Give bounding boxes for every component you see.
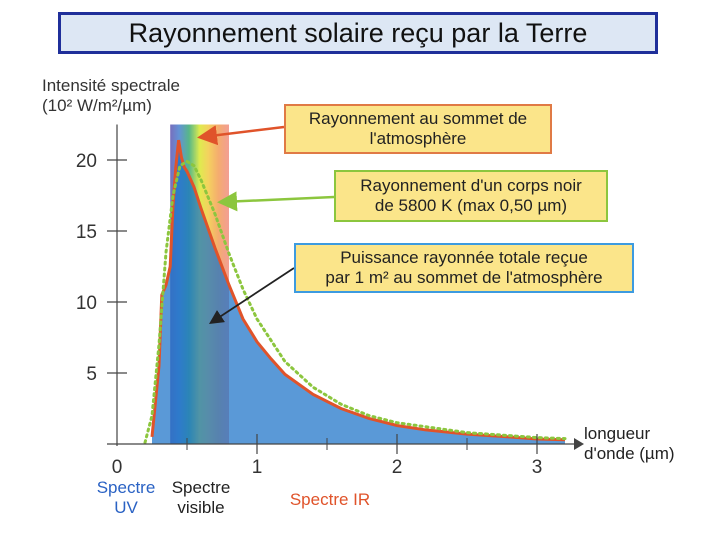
region-visible-line2: visible [177,498,225,517]
region-uv-line2: UV [114,498,138,517]
region-uv: Spectre UV [88,478,164,518]
x-axis-arrowhead [574,438,584,450]
total-arrow [208,267,295,324]
annotation-total-line1: Puissance rayonnée totale reçue [340,248,588,267]
region-ir-line1: Spectre IR [289,490,371,509]
region-uv-line1: Spectre [96,478,156,497]
annotation-total: Puissance rayonnée totale reçue par 1 m²… [294,243,634,293]
x-axis-label-line2: d'onde (µm) [584,444,675,463]
y-tick-label-5: 5 [86,364,97,385]
y-axis-label: Intensité spectrale (10² W/m²/µm) [42,76,180,116]
blackbody-arrow [217,191,335,212]
annotation-blackbody: Rayonnement d'un corps noir de 5800 K (m… [334,170,608,222]
region-visible-line1: Spectre [171,478,231,497]
annotation-toa-line1: Rayonnement au sommet de [308,109,528,128]
page-title: Rayonnement solaire reçu par la Terre [128,17,588,48]
x-axis-label-line1: longueur [584,424,651,443]
x-tick-label-3: 3 [532,457,543,478]
x-tick-label-0: 0 [112,457,123,478]
y-axis-label-line1: Intensité spectrale [42,76,180,95]
y-tick-label-15: 15 [76,222,97,243]
series-toa-area [152,140,565,444]
region-visible: Spectre visible [160,478,242,518]
x-axis-label: longueur d'onde (µm) [584,424,675,464]
y-axis-label-line2: (10² W/m²/µm) [42,96,152,115]
series-blackbody-line [143,159,567,445]
x-tick-label-2: 2 [392,457,403,478]
toa-arrow [197,125,285,146]
annotation-toa: Rayonnement au sommet de l'atmosphère [284,104,552,154]
annotation-toa-line2: l'atmosphère [369,129,467,148]
annotation-total-line2: par 1 m² au sommet de l'atmosphère [325,268,603,287]
x-tick-label-1: 1 [252,457,263,478]
y-tick-label-20: 20 [76,151,97,172]
title-box: Rayonnement solaire reçu par la Terre [58,12,658,54]
annotation-blackbody-line1: Rayonnement d'un corps noir [360,176,582,195]
y-tick-label-10: 10 [76,293,97,314]
region-ir: Spectre IR [280,490,380,510]
series-toa-line [150,139,566,442]
annotation-blackbody-line2: de 5800 K (max 0,50 µm) [374,196,568,215]
